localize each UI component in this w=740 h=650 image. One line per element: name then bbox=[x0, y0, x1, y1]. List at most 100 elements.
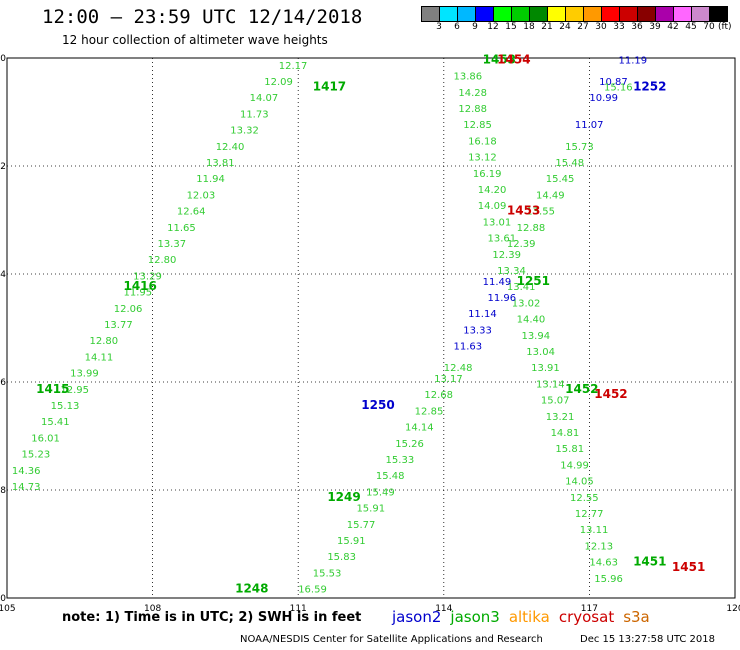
pass-time-label: 1454 bbox=[497, 52, 530, 66]
swh-value-label: 13.91 bbox=[531, 363, 560, 374]
swh-value-label: 15.13 bbox=[51, 401, 80, 412]
swh-value-label: 12.48 bbox=[444, 363, 473, 374]
swh-value-label: 13.14 bbox=[536, 379, 565, 390]
x-tick-label: 120 bbox=[726, 604, 740, 614]
swh-value-label: 12.80 bbox=[148, 255, 177, 266]
swh-value-label: 13.99 bbox=[70, 369, 99, 380]
swh-value-label: 11.14 bbox=[468, 309, 497, 320]
color-scale-label: 6 bbox=[454, 22, 460, 32]
swh-value-label: 13.33 bbox=[463, 325, 492, 336]
swh-value-label: 11.63 bbox=[454, 342, 483, 353]
color-swatch bbox=[620, 7, 638, 21]
satellite-legend-item: jason2 bbox=[392, 608, 442, 626]
color-scale-unit: (ft) bbox=[718, 22, 732, 32]
swh-value-label: 16.59 bbox=[298, 585, 327, 596]
swh-value-label: 15.77 bbox=[347, 520, 376, 531]
color-scale-label: 18 bbox=[523, 22, 535, 32]
swh-value-label: 15.48 bbox=[376, 471, 405, 482]
swh-value-label: 12.88 bbox=[458, 104, 487, 115]
swh-value-label: 14.07 bbox=[250, 93, 279, 104]
swh-value-label: 14.28 bbox=[458, 88, 487, 99]
swh-value-label: 12.03 bbox=[187, 190, 216, 201]
swh-value-label: 12.95 bbox=[60, 385, 89, 396]
swh-value-label: 14.05 bbox=[565, 477, 594, 488]
color-swatch bbox=[692, 7, 710, 21]
swh-value-label: 13.32 bbox=[230, 126, 259, 137]
page-title: 12:00 – 23:59 UTC 12/14/2018 bbox=[42, 6, 363, 28]
swh-value-label: 15.91 bbox=[337, 536, 366, 547]
pass-time-label: 1417 bbox=[313, 79, 346, 93]
pass-time-label: 1415 bbox=[36, 382, 69, 396]
color-swatch bbox=[548, 7, 566, 21]
swh-value-label: 12.85 bbox=[463, 120, 492, 131]
satellite-legend-item: s3a bbox=[623, 608, 650, 626]
swh-value-label: 11.65 bbox=[167, 223, 196, 234]
swh-value-label: 15.48 bbox=[555, 158, 584, 169]
pass-time-label: 1451 bbox=[633, 555, 666, 569]
swh-value-label: 15.16 bbox=[604, 82, 633, 93]
swh-value-label: 15.73 bbox=[565, 142, 594, 153]
color-scale-label: 21 bbox=[541, 22, 553, 32]
color-swatch bbox=[602, 7, 620, 21]
swh-value-label: 12.68 bbox=[424, 390, 453, 401]
swh-value-label: 11.19 bbox=[619, 55, 648, 66]
swh-value-label: 14.14 bbox=[405, 423, 434, 434]
swh-value-label: 13.12 bbox=[468, 153, 497, 164]
color-scale-label: 24 bbox=[559, 22, 571, 32]
satellite-legend-item: altika bbox=[508, 608, 550, 626]
swh-value-label: 14.20 bbox=[478, 185, 507, 196]
swh-value-label: 15.26 bbox=[395, 439, 424, 450]
color-scale-label: 27 bbox=[577, 22, 589, 32]
satellite-legend-item: jason3 bbox=[450, 608, 500, 626]
color-scale-legend bbox=[421, 6, 728, 22]
pass-time-label: 1451 bbox=[672, 560, 705, 574]
swh-value-label: 14.11 bbox=[85, 352, 114, 363]
swh-value-label: 15.45 bbox=[546, 174, 575, 185]
x-tick-label: 111 bbox=[290, 604, 307, 614]
color-swatch bbox=[710, 7, 727, 21]
color-scale-label: 9 bbox=[472, 22, 478, 32]
swh-value-label: 13.29 bbox=[133, 271, 162, 282]
credit-timestamp: Dec 15 13:27:58 UTC 2018 bbox=[580, 634, 715, 645]
swh-value-label: 13.34 bbox=[497, 266, 526, 277]
color-swatch bbox=[638, 7, 656, 21]
y-tick-label: -46 bbox=[0, 378, 6, 388]
pass-time-label: 1416 bbox=[123, 279, 156, 293]
swh-value-label: 11.07 bbox=[575, 120, 604, 131]
x-tick-label: 108 bbox=[144, 604, 161, 614]
color-swatch bbox=[422, 7, 440, 21]
pass-time-label: 1453 bbox=[483, 52, 516, 66]
swh-value-label: 12.17 bbox=[279, 61, 308, 72]
pass-time-label: 1252 bbox=[633, 79, 666, 93]
pass-time-label: 1249 bbox=[327, 490, 360, 504]
swh-value-label: 13.61 bbox=[487, 234, 516, 245]
swh-value-label: 12.06 bbox=[114, 304, 143, 315]
swh-value-label: 12.09 bbox=[264, 77, 293, 88]
color-swatch bbox=[674, 7, 692, 21]
y-tick-label: -44 bbox=[0, 270, 6, 280]
color-scale-label: 12 bbox=[487, 22, 499, 32]
color-scale-label: 3 bbox=[436, 22, 442, 32]
swh-value-label: 12.85 bbox=[415, 406, 444, 417]
color-swatch bbox=[494, 7, 512, 21]
swh-value-label: 11.96 bbox=[487, 293, 516, 304]
pass-time-label: 1248 bbox=[235, 582, 268, 596]
swh-value-label: 15.41 bbox=[41, 417, 70, 428]
swh-value-label: 11.73 bbox=[240, 109, 269, 120]
pass-time-label: 1250 bbox=[361, 398, 394, 412]
swh-value-label: 13.11 bbox=[580, 525, 609, 536]
color-swatch bbox=[656, 7, 674, 21]
y-tick-label: -48 bbox=[0, 486, 6, 496]
swh-value-label: 13.86 bbox=[454, 72, 483, 83]
credit-org: NOAA/NESDIS Center for Satellite Applica… bbox=[240, 634, 543, 645]
satellite-legend: jason2 jason3 altika cryosat s3a bbox=[392, 608, 659, 626]
swh-value-label: 15.81 bbox=[555, 444, 584, 455]
color-scale-label: 42 bbox=[667, 22, 679, 32]
swh-value-label: 15.83 bbox=[327, 552, 356, 563]
swh-value-label: 13.17 bbox=[434, 374, 463, 385]
swh-value-label: 13.37 bbox=[157, 239, 186, 250]
swh-value-label: 16.01 bbox=[31, 433, 60, 444]
color-swatch bbox=[440, 7, 458, 21]
color-scale-label: 15 bbox=[505, 22, 517, 32]
